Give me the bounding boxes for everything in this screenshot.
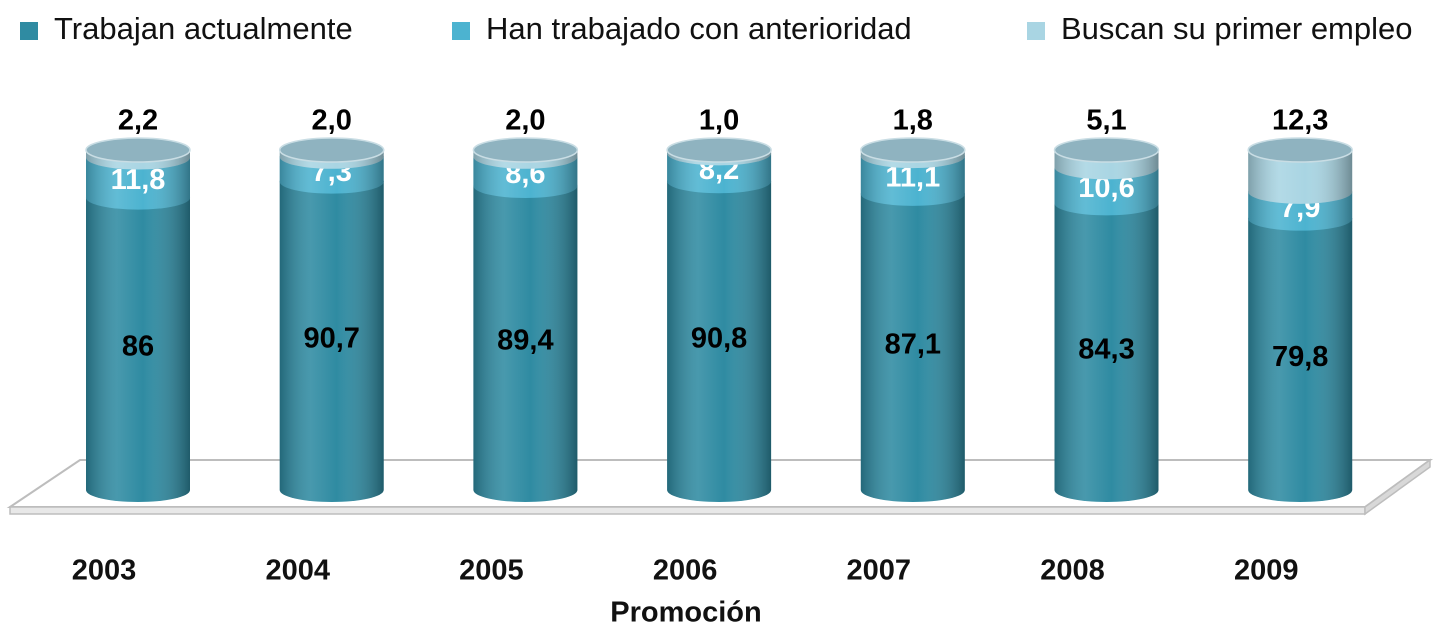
legend-swatch xyxy=(20,22,38,40)
legend-label: Buscan su primer empleo xyxy=(1061,11,1413,46)
shade xyxy=(1054,191,1159,503)
value-label: 84,3 xyxy=(1078,333,1134,365)
value-label: 90,8 xyxy=(691,322,747,354)
x-tick-label: 2009 xyxy=(1234,555,1299,587)
value-label: 1,8 xyxy=(893,105,933,137)
shade xyxy=(860,181,965,503)
x-tick-label: 2004 xyxy=(265,555,330,587)
shade xyxy=(1248,206,1353,503)
value-label: 1,0 xyxy=(699,105,739,137)
shade xyxy=(667,169,772,503)
cylinder-top xyxy=(1053,137,1160,163)
value-label: 90,7 xyxy=(303,322,359,354)
value-label: 87,1 xyxy=(885,329,941,361)
value-label: 2,0 xyxy=(312,105,352,137)
legend-swatch xyxy=(1027,22,1045,40)
x-tick-label: 2005 xyxy=(459,555,524,587)
x-tick-label: 2008 xyxy=(1040,555,1105,587)
cylinder-top xyxy=(860,137,966,163)
x-tick-label: 2003 xyxy=(72,555,137,587)
value-label: 11,8 xyxy=(111,164,166,196)
legend-swatch xyxy=(452,22,470,40)
value-label: 5,1 xyxy=(1086,105,1126,137)
x-tick-label: 2006 xyxy=(653,555,718,587)
legend-label: Han trabajado con anterioridad xyxy=(486,11,912,46)
value-label: 2,2 xyxy=(118,105,158,137)
value-label: 79,8 xyxy=(1272,341,1328,373)
cylinder-top xyxy=(278,137,385,163)
cylinder-top xyxy=(666,137,772,163)
x-axis-title: Promoción xyxy=(610,597,761,629)
cylinder-top xyxy=(472,137,579,163)
value-label: 12,3 xyxy=(1272,105,1328,137)
cylinder-top xyxy=(85,137,191,163)
value-label: 86 xyxy=(122,330,154,362)
shade xyxy=(86,185,190,502)
value-label: 89,4 xyxy=(497,325,553,357)
x-tick-label: 2007 xyxy=(847,555,912,587)
shade xyxy=(279,169,384,503)
value-label: 2,0 xyxy=(505,105,545,137)
cylinder-top xyxy=(1247,137,1353,163)
legend-label: Trabajan actualmente xyxy=(54,11,353,46)
shade xyxy=(473,174,578,503)
